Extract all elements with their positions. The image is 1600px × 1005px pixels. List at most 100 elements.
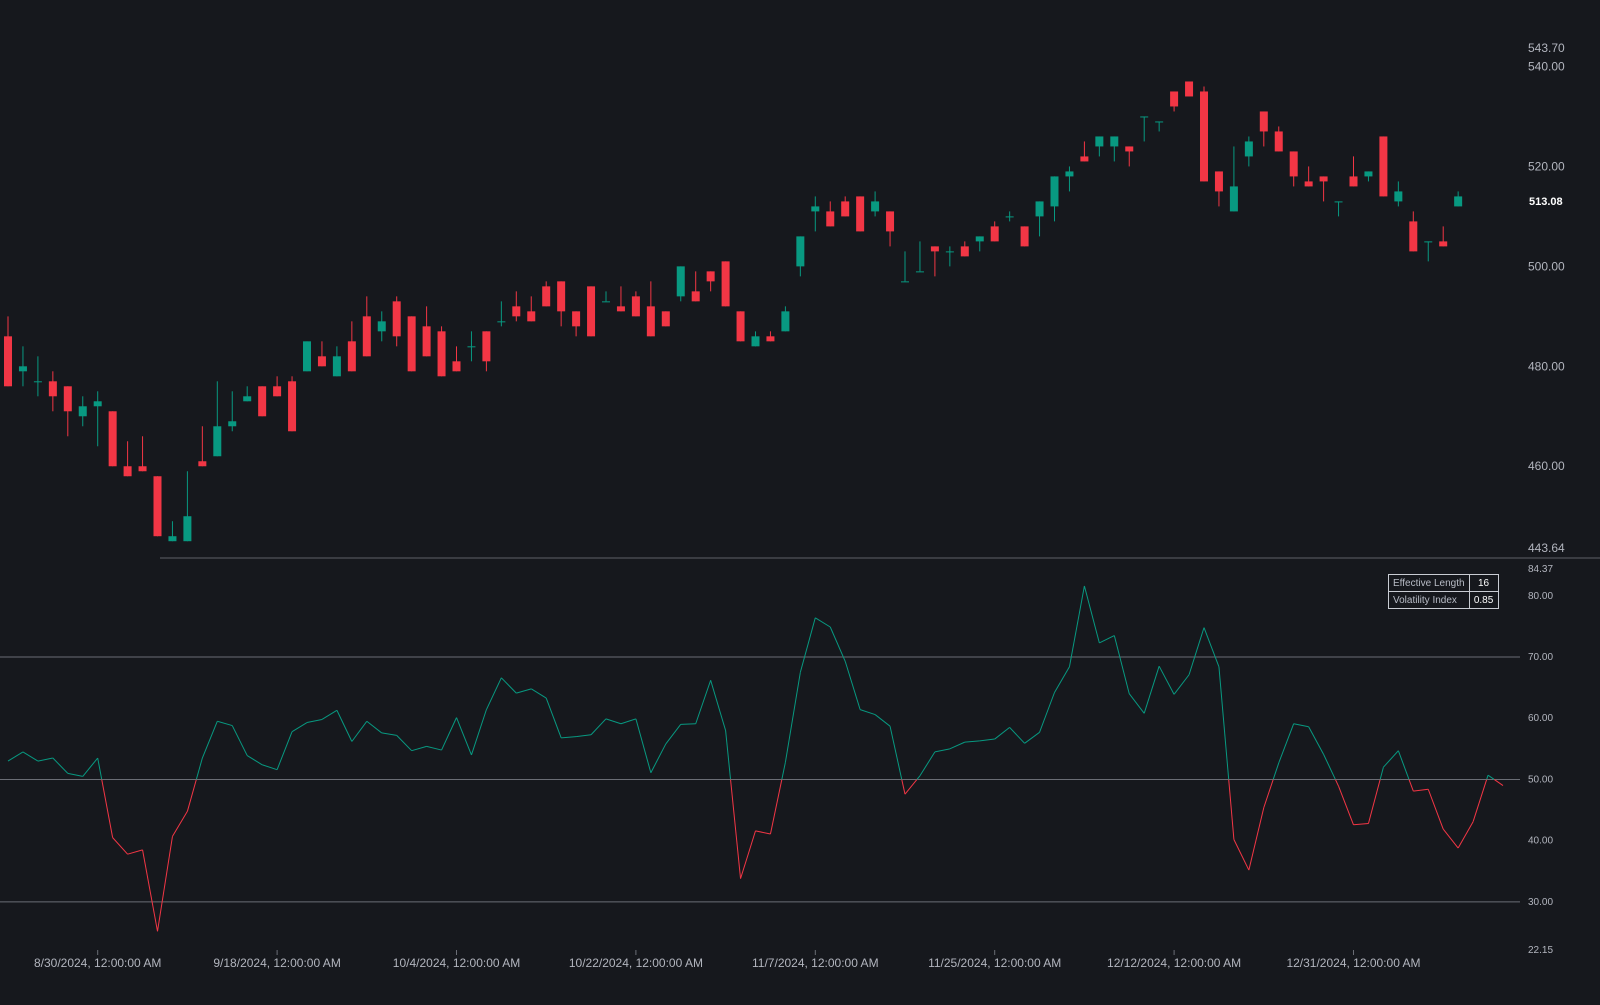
oscillator-segment	[321, 709, 338, 720]
oscillator-segment	[590, 718, 607, 736]
oscillator-segment	[411, 745, 427, 752]
oscillator-segment	[1442, 828, 1459, 849]
oscillator-segment	[195, 757, 203, 780]
oscillator-segment	[949, 741, 966, 750]
candle-body	[273, 386, 282, 397]
candle-body	[706, 271, 715, 282]
oscillator-segment	[1278, 723, 1295, 764]
candle-body	[811, 206, 820, 212]
candle-body	[1155, 121, 1164, 123]
oscillator-segment	[516, 688, 532, 694]
candle-body	[1020, 226, 1029, 247]
candle-body	[587, 286, 596, 337]
candle-body	[437, 331, 446, 377]
oscillator-segment	[127, 849, 143, 855]
oscillator-segment	[1487, 774, 1495, 780]
oscillator-tick-label: 80.00	[1528, 591, 1553, 602]
candle-body	[1259, 111, 1268, 132]
oscillator-segment	[276, 731, 293, 770]
oscillator-segment	[874, 714, 891, 727]
info-row-effective-length: Effective Length 16	[1388, 574, 1499, 592]
candle-body	[871, 201, 880, 212]
candle-body	[4, 336, 12, 387]
candle-body	[930, 246, 939, 252]
oscillator-segment	[964, 740, 980, 743]
oscillator-segment	[730, 779, 742, 879]
oscillator-segment	[710, 680, 727, 731]
candle-body	[901, 281, 909, 283]
candle-body	[228, 421, 237, 427]
oscillator-segment	[246, 755, 263, 766]
oscillator-segment	[1413, 788, 1429, 792]
candle-body	[1424, 241, 1433, 243]
candle-body	[1439, 241, 1448, 247]
oscillator-segment	[366, 720, 383, 734]
candle-body	[1364, 171, 1373, 177]
oscillator-segment	[1188, 627, 1205, 675]
time-axis-label: 12/31/2024, 12:00:00 AM	[1286, 956, 1420, 970]
oscillator-segment	[500, 677, 517, 694]
oscillator-segment	[1158, 665, 1175, 695]
oscillator-segment	[1248, 807, 1265, 871]
oscillator-tick-label: 50.00	[1528, 774, 1553, 785]
oscillator-segment	[1308, 726, 1325, 755]
candle-body	[452, 361, 461, 372]
oscillator-segment	[1228, 779, 1235, 840]
candle-body	[1274, 131, 1283, 152]
candle-body	[1304, 181, 1313, 187]
time-axis-label: 9/18/2024, 12:00:00 AM	[213, 956, 340, 970]
oscillator-segment	[934, 748, 950, 753]
oscillator-segment	[217, 720, 233, 727]
candle-body	[497, 321, 506, 323]
candle-body	[631, 296, 640, 317]
candle-body	[183, 516, 192, 542]
oscillator-tick-label: 30.00	[1528, 897, 1553, 908]
time-axis-label: 11/7/2024, 12:00:00 AM	[752, 956, 879, 970]
oscillator-segment	[1367, 779, 1381, 824]
oscillator-segment	[261, 764, 278, 771]
candle-body	[153, 476, 162, 537]
candle-body	[975, 236, 984, 242]
oscillator-segment	[201, 721, 218, 759]
candle-body	[1095, 136, 1104, 147]
oscillator-segment	[1427, 789, 1444, 830]
oscillator-tick-label: 40.00	[1528, 836, 1553, 847]
oscillator-segment	[37, 757, 53, 762]
oscillator-segment	[1233, 839, 1250, 871]
candle-body	[258, 386, 267, 417]
oscillator-segment	[1486, 775, 1489, 780]
candle-body	[1334, 201, 1343, 203]
candle-body	[18, 366, 27, 372]
candle-body	[213, 426, 222, 457]
candle-body	[796, 236, 805, 267]
oscillator-axis-top-label: 84.37	[1528, 564, 1553, 575]
oscillator-segment	[1113, 635, 1130, 694]
oscillator-segment	[82, 757, 99, 777]
oscillator-segment	[725, 730, 732, 780]
candle-body	[1214, 171, 1223, 192]
candle-body	[781, 311, 790, 332]
oscillator-segment	[635, 718, 652, 773]
oscillator-segment	[336, 710, 353, 742]
candle-body	[1379, 136, 1388, 197]
candle-body	[303, 341, 311, 372]
oscillator-segment	[1334, 779, 1340, 787]
oscillator-segment	[101, 779, 114, 838]
candle-body	[243, 396, 252, 402]
candle-body	[542, 286, 551, 307]
oscillator-segment	[441, 717, 457, 751]
candle-body	[392, 301, 401, 337]
candle-body	[1289, 151, 1298, 177]
candle-body	[572, 311, 581, 327]
info-label: Effective Length	[1388, 574, 1470, 592]
oscillator-axis-bottom-label: 22.15	[1528, 945, 1553, 956]
oscillator-segment	[1009, 727, 1025, 744]
oscillator-segment	[530, 688, 547, 699]
oscillator-segment	[620, 718, 637, 725]
candle-body	[467, 346, 476, 348]
oscillator-segment	[1379, 767, 1384, 780]
oscillator-segment	[605, 718, 622, 725]
last-price-label: 513.08	[1529, 196, 1563, 208]
